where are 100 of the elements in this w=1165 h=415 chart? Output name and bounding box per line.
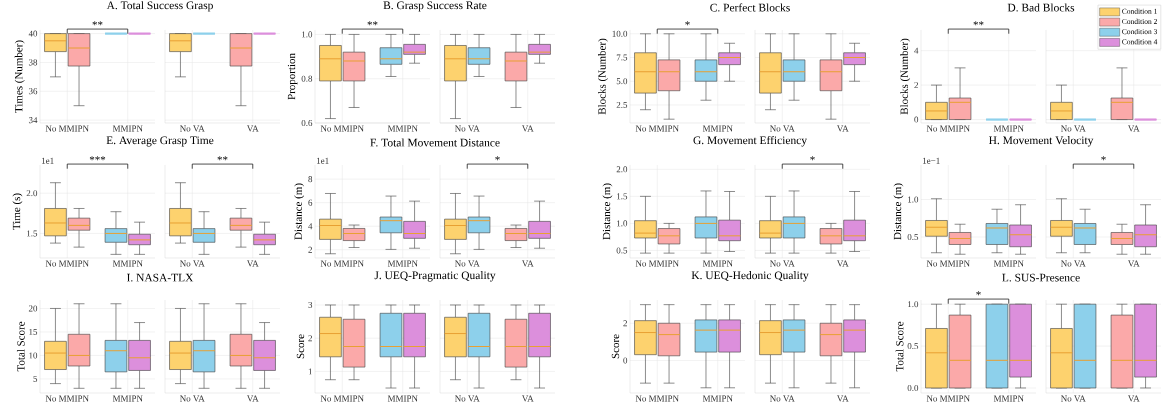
y-tick-label: 1.0 bbox=[302, 31, 313, 38]
x-tick-label: No VA bbox=[1061, 260, 1086, 267]
y-tick-label: 0.6 bbox=[301, 119, 313, 127]
y-tick-label: 0.5 bbox=[907, 233, 919, 241]
x-tick-label: No VA bbox=[455, 260, 480, 267]
y-tick-label: 2.0 bbox=[616, 166, 628, 173]
text: 1e1 bbox=[316, 157, 329, 164]
x-tick-label: VA bbox=[521, 125, 534, 132]
x-tick-label: No MMIPN bbox=[926, 260, 970, 267]
x-tick-label: MMIPN bbox=[112, 260, 143, 267]
text: * bbox=[1101, 156, 1106, 161]
y-tick-label: 7.5 bbox=[616, 54, 628, 61]
x-tick-label: MMIPN bbox=[993, 260, 1024, 267]
x-tick-label: MMIPN bbox=[993, 395, 1024, 402]
chart-title: K. UEQ-Hedonic Quality bbox=[691, 271, 809, 282]
y-tick-label: 2.5 bbox=[616, 101, 628, 108]
chart-title: A. Total Success Grasp bbox=[106, 1, 213, 12]
x-tick-label: VA bbox=[1127, 125, 1140, 132]
x-tick-label: VA bbox=[836, 395, 849, 402]
y-tick-label: 0.5 bbox=[907, 343, 919, 350]
x-tick-label: No VA bbox=[180, 260, 205, 267]
x-tick-label: No VA bbox=[770, 395, 795, 402]
x-tick-label: MMIPN bbox=[387, 260, 418, 267]
x-tick-label: MMIPN bbox=[702, 395, 733, 402]
x-tick-label: No VA bbox=[180, 395, 205, 402]
y-tick-label: 1.0 bbox=[908, 196, 919, 203]
chart-title: E. Average Grasp Time bbox=[106, 136, 214, 147]
chart-title: L. SUS-Presence bbox=[1002, 273, 1080, 282]
y-tick-label: 1 bbox=[308, 368, 312, 375]
x-tick-label: No VA bbox=[770, 260, 795, 267]
x-tick-label: No MMIPN bbox=[45, 395, 89, 402]
y-axis-title: Total Score bbox=[895, 321, 904, 372]
y-axis-title: Score bbox=[611, 334, 620, 359]
text: 1e1 bbox=[41, 157, 54, 164]
x-tick-label: No VA bbox=[770, 125, 795, 132]
y-tick-label: 0 bbox=[623, 357, 628, 364]
y-tick-label: 2 bbox=[914, 82, 918, 89]
x-tick-label: MMIPN bbox=[993, 125, 1024, 132]
x-tick-label: MMIPN bbox=[702, 125, 733, 132]
x-tick-label: MMIPN bbox=[387, 125, 418, 132]
y-axis-title: Score bbox=[296, 334, 305, 359]
y-tick-label: 5 bbox=[33, 375, 38, 382]
y-tick-label: 0.0 bbox=[907, 384, 919, 392]
x-tick-label: No MMIPN bbox=[635, 260, 679, 267]
y-axis-title: Distance (m) bbox=[893, 183, 904, 240]
text: 1e−1 bbox=[922, 157, 940, 164]
text: * bbox=[685, 21, 690, 26]
y-tick-label: 2 bbox=[308, 335, 312, 342]
chart-title: D. Bad Blocks bbox=[1007, 3, 1075, 12]
x-tick-label: VA bbox=[246, 125, 259, 132]
y-tick-label: 10 bbox=[29, 352, 38, 359]
x-tick-label: VA bbox=[246, 395, 259, 402]
y-axis-title: Times (Number) bbox=[14, 40, 25, 113]
x-tick-label: No MMIPN bbox=[45, 125, 89, 132]
y-tick-label: 34 bbox=[28, 117, 38, 124]
x-tick-label: No MMIPN bbox=[635, 125, 679, 132]
y-tick-label: 10.0 bbox=[612, 30, 628, 37]
x-tick-label: No VA bbox=[1061, 395, 1086, 402]
y-tick-label: 0.5 bbox=[616, 247, 628, 254]
text: * bbox=[495, 156, 500, 161]
y-tick-label: 5.0 bbox=[616, 78, 628, 85]
y-axis-title: Blocks (Number) bbox=[598, 38, 608, 115]
x-tick-label: No MMIPN bbox=[45, 260, 89, 267]
y-axis-title: Distance (m) bbox=[602, 183, 613, 240]
text: ** bbox=[367, 21, 378, 26]
x-tick-label: VA bbox=[836, 125, 849, 132]
y-axis-title: Total Score bbox=[16, 321, 25, 372]
y-tick-label: 38 bbox=[28, 59, 38, 66]
y-tick-label: 15 bbox=[29, 328, 38, 335]
y-tick-label: 0.8 bbox=[301, 75, 313, 82]
y-tick-label: 40 bbox=[28, 30, 38, 37]
x-tick-label: MMIPN bbox=[702, 260, 733, 267]
y-axis-title: Blocks (Number) bbox=[900, 38, 911, 115]
text: ** bbox=[217, 156, 228, 161]
text: * bbox=[810, 156, 815, 161]
y-tick-label: 3 bbox=[308, 301, 313, 308]
y-tick-label: 1.5 bbox=[27, 230, 38, 237]
x-tick-label: VA bbox=[521, 395, 534, 402]
y-tick-label: 20 bbox=[28, 305, 38, 312]
y-tick-label: 36 bbox=[28, 88, 38, 95]
x-tick-label: VA bbox=[1127, 395, 1140, 402]
x-tick-label: No MMIPN bbox=[635, 395, 679, 402]
x-tick-label: VA bbox=[521, 260, 534, 267]
y-tick-label: 1.5 bbox=[617, 193, 628, 200]
y-axis-title: Time (s) bbox=[12, 193, 23, 230]
y-tick-label: 4 bbox=[308, 223, 313, 230]
x-tick-label: No VA bbox=[455, 125, 480, 132]
x-tick-label: VA bbox=[1127, 260, 1140, 267]
y-tick-label: 4 bbox=[914, 47, 919, 54]
chart-title: C. Perfect Blocks bbox=[710, 3, 790, 12]
y-tick-label: 1.0 bbox=[617, 220, 628, 227]
y-axis-title: Distance (m) bbox=[294, 183, 305, 240]
x-tick-label: No MMIPN bbox=[926, 395, 970, 402]
text: ** bbox=[973, 21, 984, 26]
chart-title: J. UEQ-Pragmatic Quality bbox=[374, 271, 496, 282]
x-tick-label: MMIPN bbox=[112, 125, 143, 132]
text: ** bbox=[92, 21, 103, 26]
x-tick-label: MMIPN bbox=[112, 395, 143, 402]
x-tick-label: No MMIPN bbox=[320, 395, 364, 402]
x-tick-label: No MMIPN bbox=[320, 125, 364, 132]
